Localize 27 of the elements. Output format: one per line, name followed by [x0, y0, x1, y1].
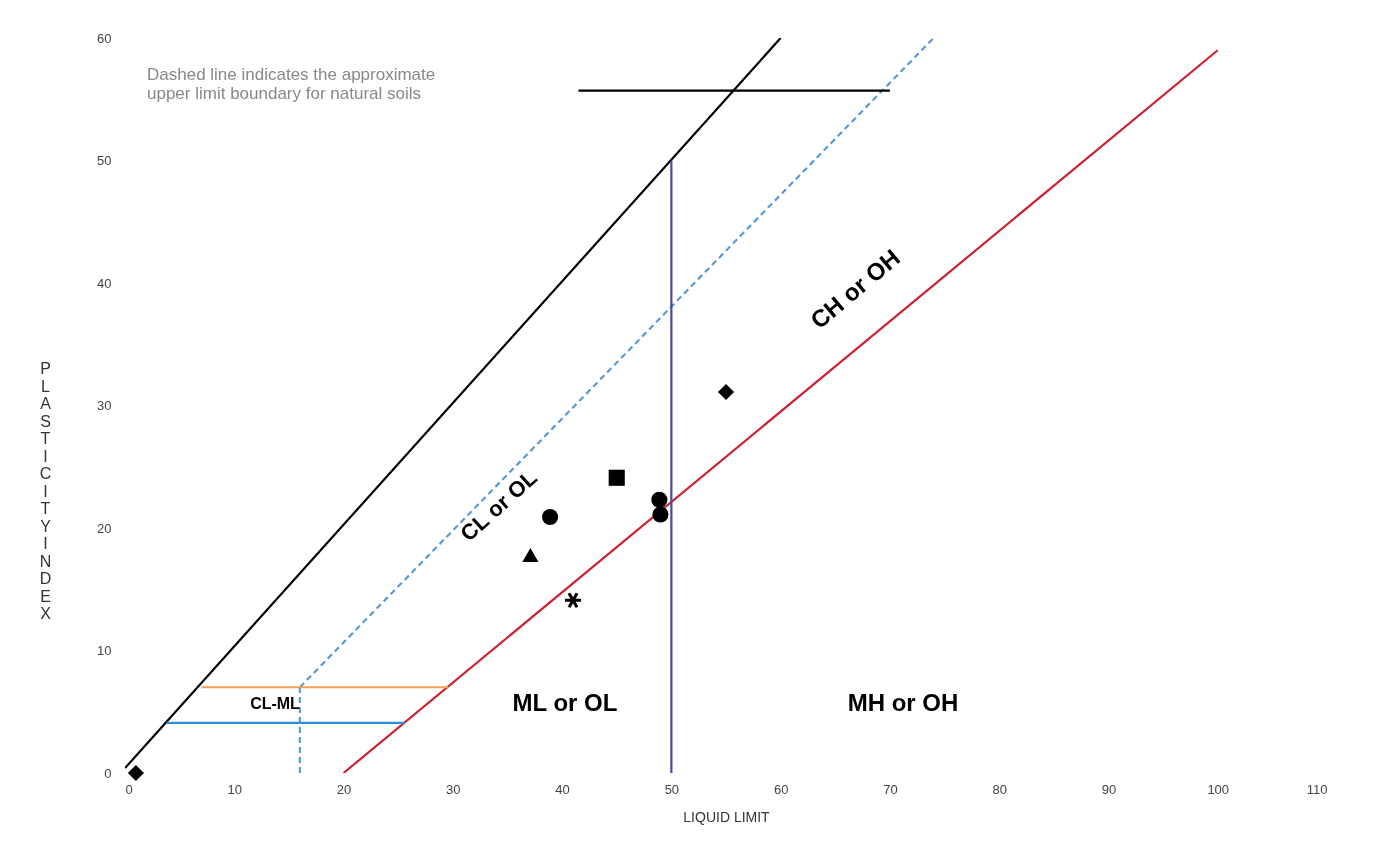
y-tick-label: 10 [97, 643, 112, 658]
annotation: ML or OL [512, 689, 618, 716]
x-tick-label: 50 [664, 781, 680, 797]
x-tick-label: 40 [555, 781, 570, 797]
annotation: CL or OL [455, 464, 542, 547]
x-axis-title: LIQUID LIMIT [683, 808, 771, 825]
annotation: CH or OH [804, 243, 906, 334]
x-tick-label: 0 [125, 781, 133, 797]
x-tick-label: 30 [446, 781, 461, 797]
annotation: MH or OH [847, 689, 959, 716]
x-tick-label: 110 [1306, 781, 1328, 797]
y-tick-label: 50 [97, 153, 112, 168]
x-tick-label: 70 [883, 781, 898, 797]
text: PLASTICITY INDEX [39, 360, 52, 623]
y-tick-label: 30 [97, 398, 112, 413]
annotation: Dashed line indicates the approximate upper limit boundary for natural soils [147, 65, 436, 103]
y-tick-label: 0 [104, 765, 112, 781]
annotation: CL-ML [250, 695, 301, 712]
y-tick-label: 20 [97, 520, 112, 536]
x-tick-label: 80 [992, 781, 1007, 797]
x-tick-label: 60 [773, 781, 789, 797]
y-tick-label: 60 [97, 30, 112, 46]
x-tick-label: 90 [1101, 781, 1117, 797]
x-tick-label: 10 [227, 781, 243, 797]
x-tick-label: 20 [336, 781, 352, 797]
y-tick-label: 40 [97, 275, 112, 291]
x-tick-label: 100 [1207, 781, 1230, 797]
